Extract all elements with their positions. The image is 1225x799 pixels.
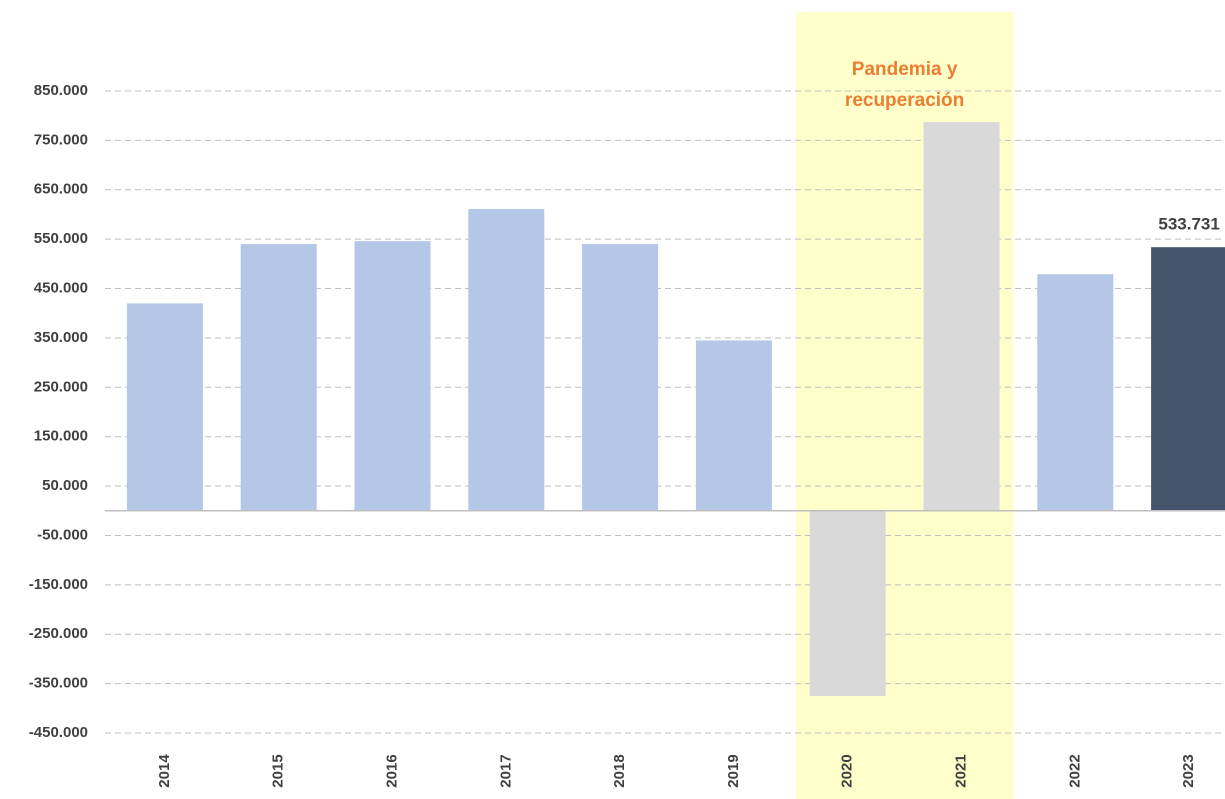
y-tick-label: 250.000 (34, 378, 88, 395)
annotation: Pandemia y (852, 59, 958, 80)
y-tick-label: 450.000 (34, 280, 88, 297)
x-tick-label: 2021 (952, 754, 969, 787)
x-tick-label: 2015 (270, 754, 287, 787)
bar (1037, 274, 1114, 511)
bar (1151, 247, 1225, 511)
x-tick-label: 2014 (156, 754, 173, 788)
y-tick-label: -50.000 (37, 526, 88, 543)
bar (240, 244, 317, 511)
y-tick-label: 350.000 (34, 329, 88, 346)
x-tick-label: 2017 (497, 754, 514, 787)
bar (809, 510, 886, 696)
y-tick-label: 850.000 (34, 82, 88, 99)
x-tick-label: 2020 (839, 754, 856, 787)
y-tick-label: -250.000 (29, 625, 88, 642)
bar (582, 244, 659, 511)
x-tick-label: 2022 (1066, 754, 1083, 787)
bar (126, 303, 203, 511)
data-label: 533.731 (1158, 215, 1219, 234)
y-tick-label: -450.000 (29, 724, 88, 741)
annotation: recuperación (845, 90, 964, 111)
x-tick-label: 2018 (611, 754, 628, 787)
x-tick-label: 2023 (1180, 754, 1197, 787)
x-tick-label: 2016 (383, 754, 400, 787)
y-tick-label: 150.000 (34, 428, 88, 445)
bar (468, 209, 545, 511)
y-tick-label: -150.000 (29, 576, 88, 593)
x-tick-label: 2019 (725, 754, 742, 787)
y-tick-label: -350.000 (29, 675, 88, 692)
y-tick-label: 650.000 (34, 181, 88, 198)
y-tick-label: 50.000 (42, 477, 88, 494)
y-tick-label: 750.000 (34, 131, 88, 148)
bar (354, 241, 431, 511)
y-tick-label: 550.000 (34, 230, 88, 247)
bar (923, 122, 1000, 511)
bar (695, 340, 772, 511)
